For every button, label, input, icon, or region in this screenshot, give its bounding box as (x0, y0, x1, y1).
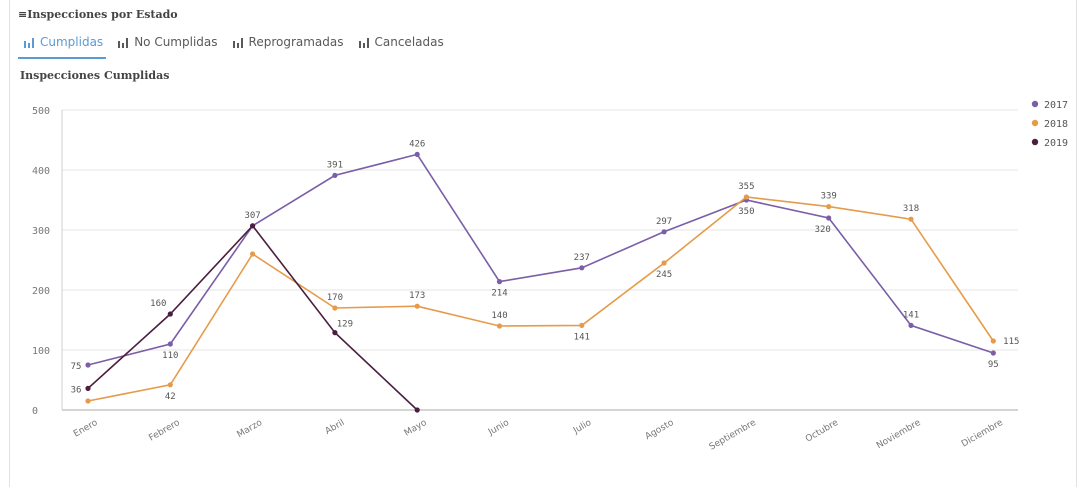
chart-panel (9, 0, 1077, 487)
data-label: 42 (165, 392, 176, 402)
data-label: 129 (337, 320, 353, 330)
y-tick-label: 0 (32, 406, 38, 417)
data-label: 355 (738, 182, 754, 192)
data-point-2017[interactable] (661, 229, 667, 235)
data-point-2018[interactable] (908, 216, 914, 222)
legend-swatch-2019[interactable] (1031, 138, 1039, 146)
data-label: 426 (409, 139, 425, 149)
x-tick-label: Octubre (804, 418, 841, 445)
y-tick-label: 400 (32, 166, 50, 177)
tab-label: Reprogramadas (248, 35, 344, 49)
data-label: 115 (1003, 337, 1019, 347)
tab-label: Canceladas (374, 35, 444, 49)
data-point-2017[interactable] (579, 265, 585, 271)
data-point-2017[interactable] (908, 322, 914, 328)
tab-canceladas[interactable]: Canceladas (358, 35, 444, 59)
tab-label: Cumplidas (40, 35, 104, 49)
data-point-2019[interactable] (414, 407, 420, 413)
data-point-2018[interactable] (826, 204, 832, 210)
bar-chart-icon (118, 38, 129, 48)
data-point-2017[interactable] (167, 341, 173, 347)
data-label: 160 (150, 299, 166, 309)
data-label: 307 (244, 211, 260, 221)
x-tick-label: Noviembre (875, 418, 923, 451)
tab-label: No Cumplidas (134, 35, 218, 49)
y-tick-label: 300 (32, 226, 50, 237)
tab-reprogramadas[interactable]: Reprogramadas (232, 35, 344, 59)
data-point-2018[interactable] (990, 338, 996, 344)
data-label: 245 (656, 270, 672, 280)
data-point-2017[interactable] (85, 362, 91, 368)
page-title: ≡Inspecciones por Estado (18, 8, 178, 21)
data-label: 297 (656, 217, 672, 227)
x-tick-label: Diciembre (960, 418, 1005, 450)
x-tick-label: Agosto (644, 418, 676, 442)
data-point-2018[interactable] (661, 260, 667, 266)
data-point-2018[interactable] (743, 194, 750, 200)
data-point-2019[interactable] (332, 330, 338, 336)
y-tick-label: 500 (32, 106, 50, 117)
data-point-2019[interactable] (85, 385, 91, 391)
active-tab-indicator (18, 57, 106, 59)
data-point-2018[interactable] (414, 303, 420, 309)
data-label: 95 (988, 360, 999, 370)
data-point-2018[interactable] (250, 251, 256, 257)
data-label: 237 (574, 253, 590, 263)
y-tick-label: 200 (32, 286, 50, 297)
x-tick-label: Septiembre (708, 418, 758, 453)
data-point-2017[interactable] (496, 279, 503, 285)
tab-no-cumplidas[interactable]: No Cumplidas (118, 35, 218, 59)
x-tick-label: Junio (486, 418, 511, 438)
legend-label: 2017 (1044, 100, 1068, 111)
chart-title: Inspecciones Cumplidas (20, 69, 170, 82)
tab-bar: Cumplidas No Cumplidas Reprogramadas Can… (24, 35, 459, 59)
bar-chart-icon (232, 38, 243, 48)
x-tick-label: Abril (324, 418, 347, 437)
data-label: 350 (738, 207, 754, 217)
x-tick-label: Enero (72, 418, 100, 440)
data-point-2017[interactable] (332, 172, 338, 178)
series-line-2018 (87, 196, 994, 402)
tab-cumplidas[interactable]: Cumplidas (24, 35, 103, 59)
legend-label: 2018 (1044, 119, 1068, 130)
data-point-2017[interactable] (990, 350, 996, 356)
x-tick-label: Febrero (147, 418, 182, 444)
data-label: 140 (491, 311, 507, 321)
data-label: 318 (903, 204, 919, 214)
series-line-2017 (87, 153, 994, 366)
data-point-2018[interactable] (332, 305, 338, 311)
bar-chart-icon (24, 38, 34, 48)
data-point-2018[interactable] (579, 322, 585, 328)
data-label: 170 (327, 293, 343, 303)
x-tick-label: Julio (571, 418, 594, 437)
data-label: 339 (821, 192, 837, 202)
data-label: 141 (903, 310, 919, 320)
legend-label: 2019 (1044, 138, 1068, 149)
y-tick-label: 100 (32, 346, 50, 357)
data-point-2017[interactable] (414, 151, 420, 157)
x-tick-label: Marzo (236, 418, 265, 441)
legend-swatch-2018[interactable] (1031, 119, 1039, 127)
data-point-2019[interactable] (167, 311, 173, 317)
data-point-2019[interactable] (250, 223, 256, 229)
data-label: 75 (71, 362, 82, 372)
legend-swatch-2017[interactable] (1031, 100, 1039, 108)
data-label: 391 (327, 160, 343, 170)
data-label: 141 (574, 332, 590, 342)
data-point-2018[interactable] (167, 382, 173, 388)
data-label: 214 (491, 289, 507, 299)
bar-chart-icon (358, 38, 369, 48)
data-point-2017[interactable] (826, 215, 832, 221)
data-label: 173 (409, 291, 425, 301)
x-tick-label: Mayo (403, 418, 429, 439)
menu-icon: ≡ (18, 8, 28, 21)
data-point-2018[interactable] (85, 398, 91, 404)
data-label: 320 (815, 225, 831, 235)
data-point-2018[interactable] (496, 323, 503, 329)
data-label: 110 (162, 351, 178, 361)
data-label: 36 (71, 385, 82, 395)
